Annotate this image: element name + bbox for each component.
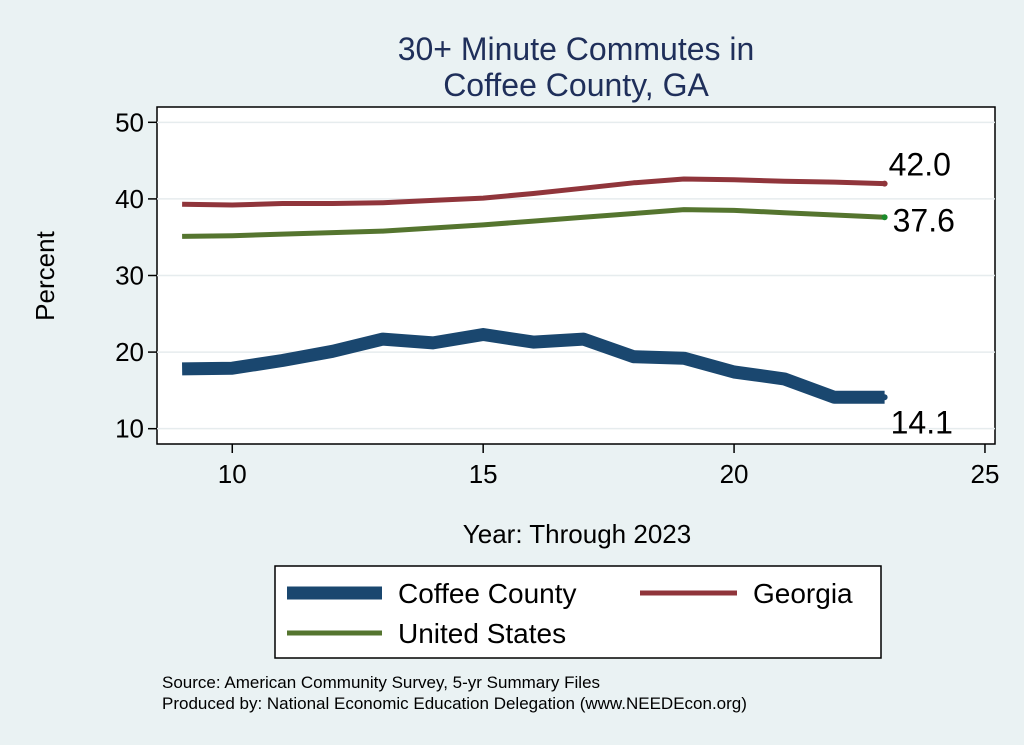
legend-label-coffee-county: Coffee County [398,578,577,609]
series-end-point-united-states [881,214,888,221]
y-tick-label: 30 [115,261,144,291]
legend-box [274,565,882,659]
x-axis-title: Year: Through 2023 [463,519,691,549]
series-layer [182,176,888,404]
y-axis-title: Percent [30,230,60,320]
x-tick-label: 25 [971,459,1000,489]
end-label-georgia: 42.0 [889,147,951,183]
x-tick-label: 10 [218,459,247,489]
chart-title-line-2: Coffee County, GA [443,67,709,103]
x-tick-label: 20 [720,459,749,489]
series-end-point-georgia [881,180,888,187]
end-label-coffee-county: 14.1 [891,404,953,440]
chart-title-line-1: 30+ Minute Commutes in [398,31,755,67]
y-tick-label: 20 [115,337,144,367]
end-labels: 14.1 42.0 37.6 [889,147,955,441]
y-tick-label: 10 [115,414,144,444]
y-tick-label: 40 [115,184,144,214]
x-tick-label: 15 [469,459,498,489]
series-end-point-coffee-county [881,394,888,401]
legend-label-georgia: Georgia [753,578,853,609]
producer-note: Produced by: National Economic Education… [162,694,747,713]
series-line-georgia [182,176,885,208]
end-label-united-states: 37.6 [893,202,955,238]
series-line-coffee-county [182,328,885,404]
series-line-united-states [182,207,885,239]
legend-label-united-states: United States [398,618,566,649]
source-note: Source: American Community Survey, 5-yr … [162,673,600,692]
axes: 10 20 30 40 50 10 15 20 25 [115,107,999,489]
y-tick-label: 50 [115,107,144,137]
